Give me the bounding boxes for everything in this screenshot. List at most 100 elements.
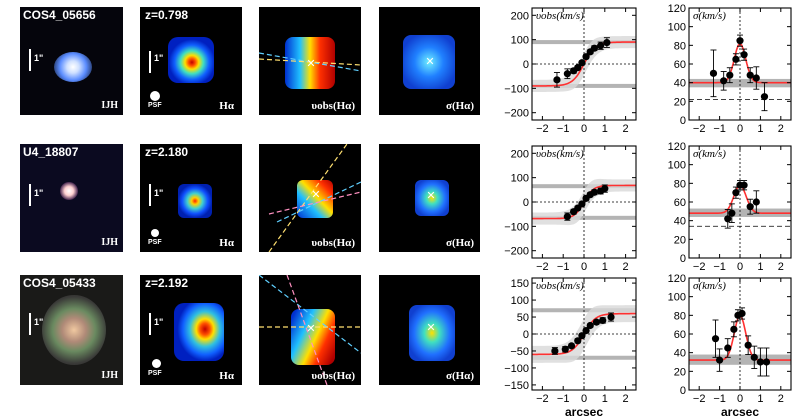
galaxy-id-label: COS4_05433: [23, 276, 96, 290]
svg-text:✕: ✕: [306, 57, 315, 70]
x-tick-label: −2: [536, 123, 549, 135]
dispersion-map-panel: ✕ σ(Hα): [379, 144, 480, 252]
data-point: [726, 71, 734, 79]
scale-label: 1": [34, 317, 44, 327]
velocity-map-panel: ✕ υobs(Hα): [259, 144, 361, 252]
svg-text:✕: ✕: [306, 322, 315, 335]
data-point: [561, 345, 569, 353]
y-tick-label: 60: [674, 59, 686, 71]
y-tick-label: 80: [674, 40, 686, 52]
galaxy-image: [54, 52, 92, 82]
y-tick-label: 0: [680, 253, 686, 265]
data-point: [574, 64, 582, 72]
halpha-map-panel: z=2.192 1" PSF Hα: [140, 275, 242, 385]
y-tick-label: −200: [504, 108, 529, 120]
data-point: [597, 42, 605, 50]
psf-circle: [151, 229, 159, 237]
x-tick-label: −1: [557, 123, 570, 135]
y-axis-label: υobs(km/s): [536, 10, 584, 22]
y-tick-label: 40: [674, 78, 686, 90]
y-axis-label: σ(km/s): [693, 10, 726, 22]
y-tick-label: 20: [674, 366, 686, 378]
x-tick-label: 1: [602, 393, 608, 405]
x-tick-label: −2: [693, 123, 706, 135]
dispersion-map-panel: ✕ σ(Hα): [379, 275, 480, 385]
y-tick-label: 100: [668, 160, 686, 172]
scale-bar: [149, 51, 151, 73]
scale-bar: [149, 313, 151, 335]
halpha-map-panel: z=0.798 1" PSF Hα: [140, 7, 242, 115]
band: [689, 208, 791, 217]
data-point: [730, 325, 738, 333]
data-point: [586, 321, 594, 330]
dispersion-map-label: σ(Hα): [445, 100, 474, 112]
svg-text:✕: ✕: [311, 188, 320, 201]
data-point: [603, 38, 611, 47]
y-tick-label: 40: [674, 216, 686, 228]
x-tick-label: −1: [713, 393, 726, 405]
x-tick-label: −1: [557, 261, 570, 273]
data-point: [607, 313, 615, 321]
x-tick-label: 0: [737, 123, 743, 135]
y-tick-label: 200: [511, 148, 529, 160]
dispersion-map: ✕: [403, 35, 455, 89]
galaxy-id-label: COS4_05656: [23, 8, 96, 22]
scale-bar: [149, 184, 151, 206]
velocity-map-panel: ✕ υobs(Hα): [259, 275, 361, 385]
dispersion-map: ✕: [409, 305, 455, 361]
band-label: IJH: [101, 100, 118, 111]
svg-text:✕: ✕: [426, 321, 435, 334]
y-tick-label: 100: [511, 35, 529, 47]
dispersion-map: ✕: [415, 180, 449, 216]
velocity-map-label: υobs(Hα): [311, 100, 355, 112]
velocity-curve-plot: −2 −1 0 1 2 −150 −100 −50 0 50 100 150 υobs(km/s) arc…: [504, 277, 637, 419]
y-tick-label: 0: [680, 385, 686, 397]
y-tick-label: 100: [668, 292, 686, 304]
data-point: [724, 215, 732, 223]
psf-circle: [152, 359, 161, 368]
data-point: [756, 358, 764, 366]
data-point: [582, 327, 590, 335]
data-point: [551, 347, 559, 355]
data-point: [720, 77, 728, 85]
velocity-map: ✕: [259, 37, 361, 89]
x-tick-label: −2: [693, 261, 706, 273]
y-axis-label: σ(km/s): [693, 280, 726, 292]
y-tick-label: 120: [668, 3, 686, 15]
data-point: [728, 209, 736, 217]
y-tick-label: −200: [504, 246, 529, 258]
data-point: [750, 353, 758, 361]
data-point: [590, 188, 598, 196]
scale-bar: [29, 49, 31, 71]
dispersion-map-label: σ(Hα): [445, 370, 474, 382]
x-axis-label: arcsec: [565, 405, 603, 419]
x-tick-label: 2: [623, 393, 629, 405]
scale-label: 1": [154, 188, 164, 198]
data-point: [582, 53, 590, 61]
x-tick-label: 1: [602, 261, 608, 273]
x-tick-label: 0: [737, 261, 743, 273]
y-axis-label: σ(km/s): [693, 148, 726, 160]
halpha-map: [178, 184, 212, 218]
galaxy-image: [42, 295, 106, 365]
y-tick-label: 80: [674, 310, 686, 322]
scale-label: 1": [154, 317, 164, 327]
halpha-map-panel: z=2.180 1" PSF Hα: [140, 144, 242, 252]
x-tick-label: 2: [778, 261, 784, 273]
y-axis-label: υobs(km/s): [536, 148, 584, 160]
x-tick-label: −1: [713, 123, 726, 135]
x-tick-label: 2: [623, 123, 629, 135]
data-point: [732, 55, 740, 63]
svg-text:✕: ✕: [425, 55, 434, 68]
psf-label: PSF: [148, 239, 162, 246]
x-tick-label: −1: [713, 261, 726, 273]
amplitude-band: [532, 40, 636, 45]
y-tick-label: −150: [504, 380, 529, 392]
y-tick-label: 80: [674, 178, 686, 190]
band-label: IJH: [101, 237, 118, 248]
data-point: [746, 71, 754, 79]
psf-label: PSF: [148, 370, 162, 377]
y-tick-label: 120: [668, 273, 686, 285]
